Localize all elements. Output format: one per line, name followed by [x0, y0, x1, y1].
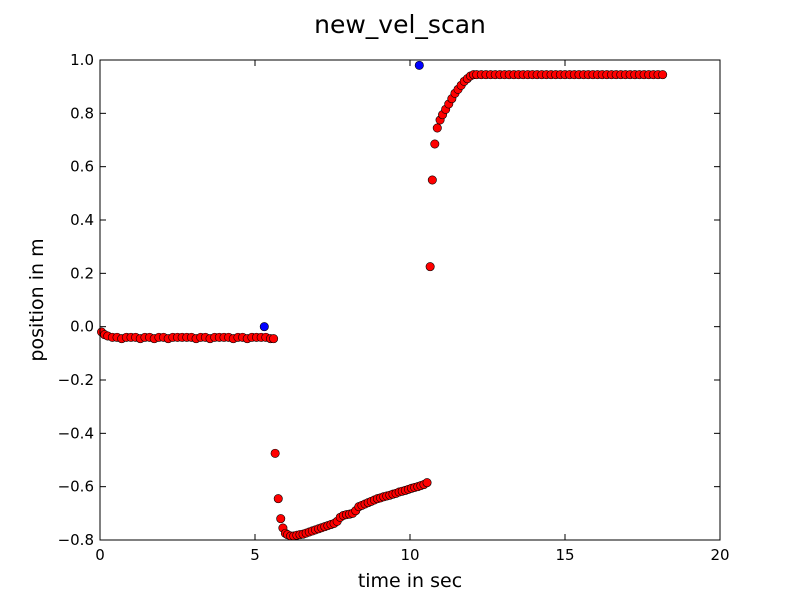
data-point: [427, 175, 437, 185]
data-point: [269, 334, 279, 344]
y-tick-label: −0.6: [58, 478, 94, 496]
axes-layer: 0 5 10 15 20 −0.8 −0.6 −0.4 −0.2 0.0 0.2 0.4 0.6 0.8 1…: [58, 51, 730, 564]
x-tick-label: 15: [555, 546, 574, 564]
data-point: [276, 514, 286, 524]
series-1: [259, 60, 424, 332]
y-tick-label: 0.8: [70, 104, 94, 122]
series-layer: [97, 60, 668, 541]
data-point: [430, 139, 440, 149]
chart-title: new_vel_scan: [314, 10, 486, 39]
y-tick-label: 1.0: [70, 51, 94, 69]
y-tick-label: −0.8: [58, 531, 94, 549]
data-point: [270, 448, 280, 458]
y-tick-label: 0.2: [70, 264, 94, 282]
data-point: [422, 478, 432, 488]
plot-area: [100, 60, 720, 540]
y-tick-label: 0.4: [70, 211, 94, 229]
y-axis-label: position in m: [26, 238, 48, 361]
x-tick-label: 5: [250, 546, 260, 564]
plot-frame: [99, 59, 721, 541]
x-tick-label: 20: [710, 546, 729, 564]
y-tick-label: −0.4: [58, 424, 94, 442]
y-tick-label: 0.0: [70, 318, 94, 336]
y-tick-label: 0.6: [70, 158, 94, 176]
plot-background: [100, 60, 720, 540]
x-tick-label: 10: [400, 546, 419, 564]
series-0: [97, 70, 668, 541]
x-tick-label: 0: [95, 546, 105, 564]
y-tick-label: −0.2: [58, 371, 94, 389]
data-point: [273, 494, 283, 504]
data-point: [259, 322, 269, 332]
data-point: [432, 123, 442, 133]
data-point: [658, 70, 668, 80]
data-point: [425, 262, 435, 272]
data-point: [414, 60, 424, 70]
x-axis-label: time in sec: [358, 570, 462, 592]
